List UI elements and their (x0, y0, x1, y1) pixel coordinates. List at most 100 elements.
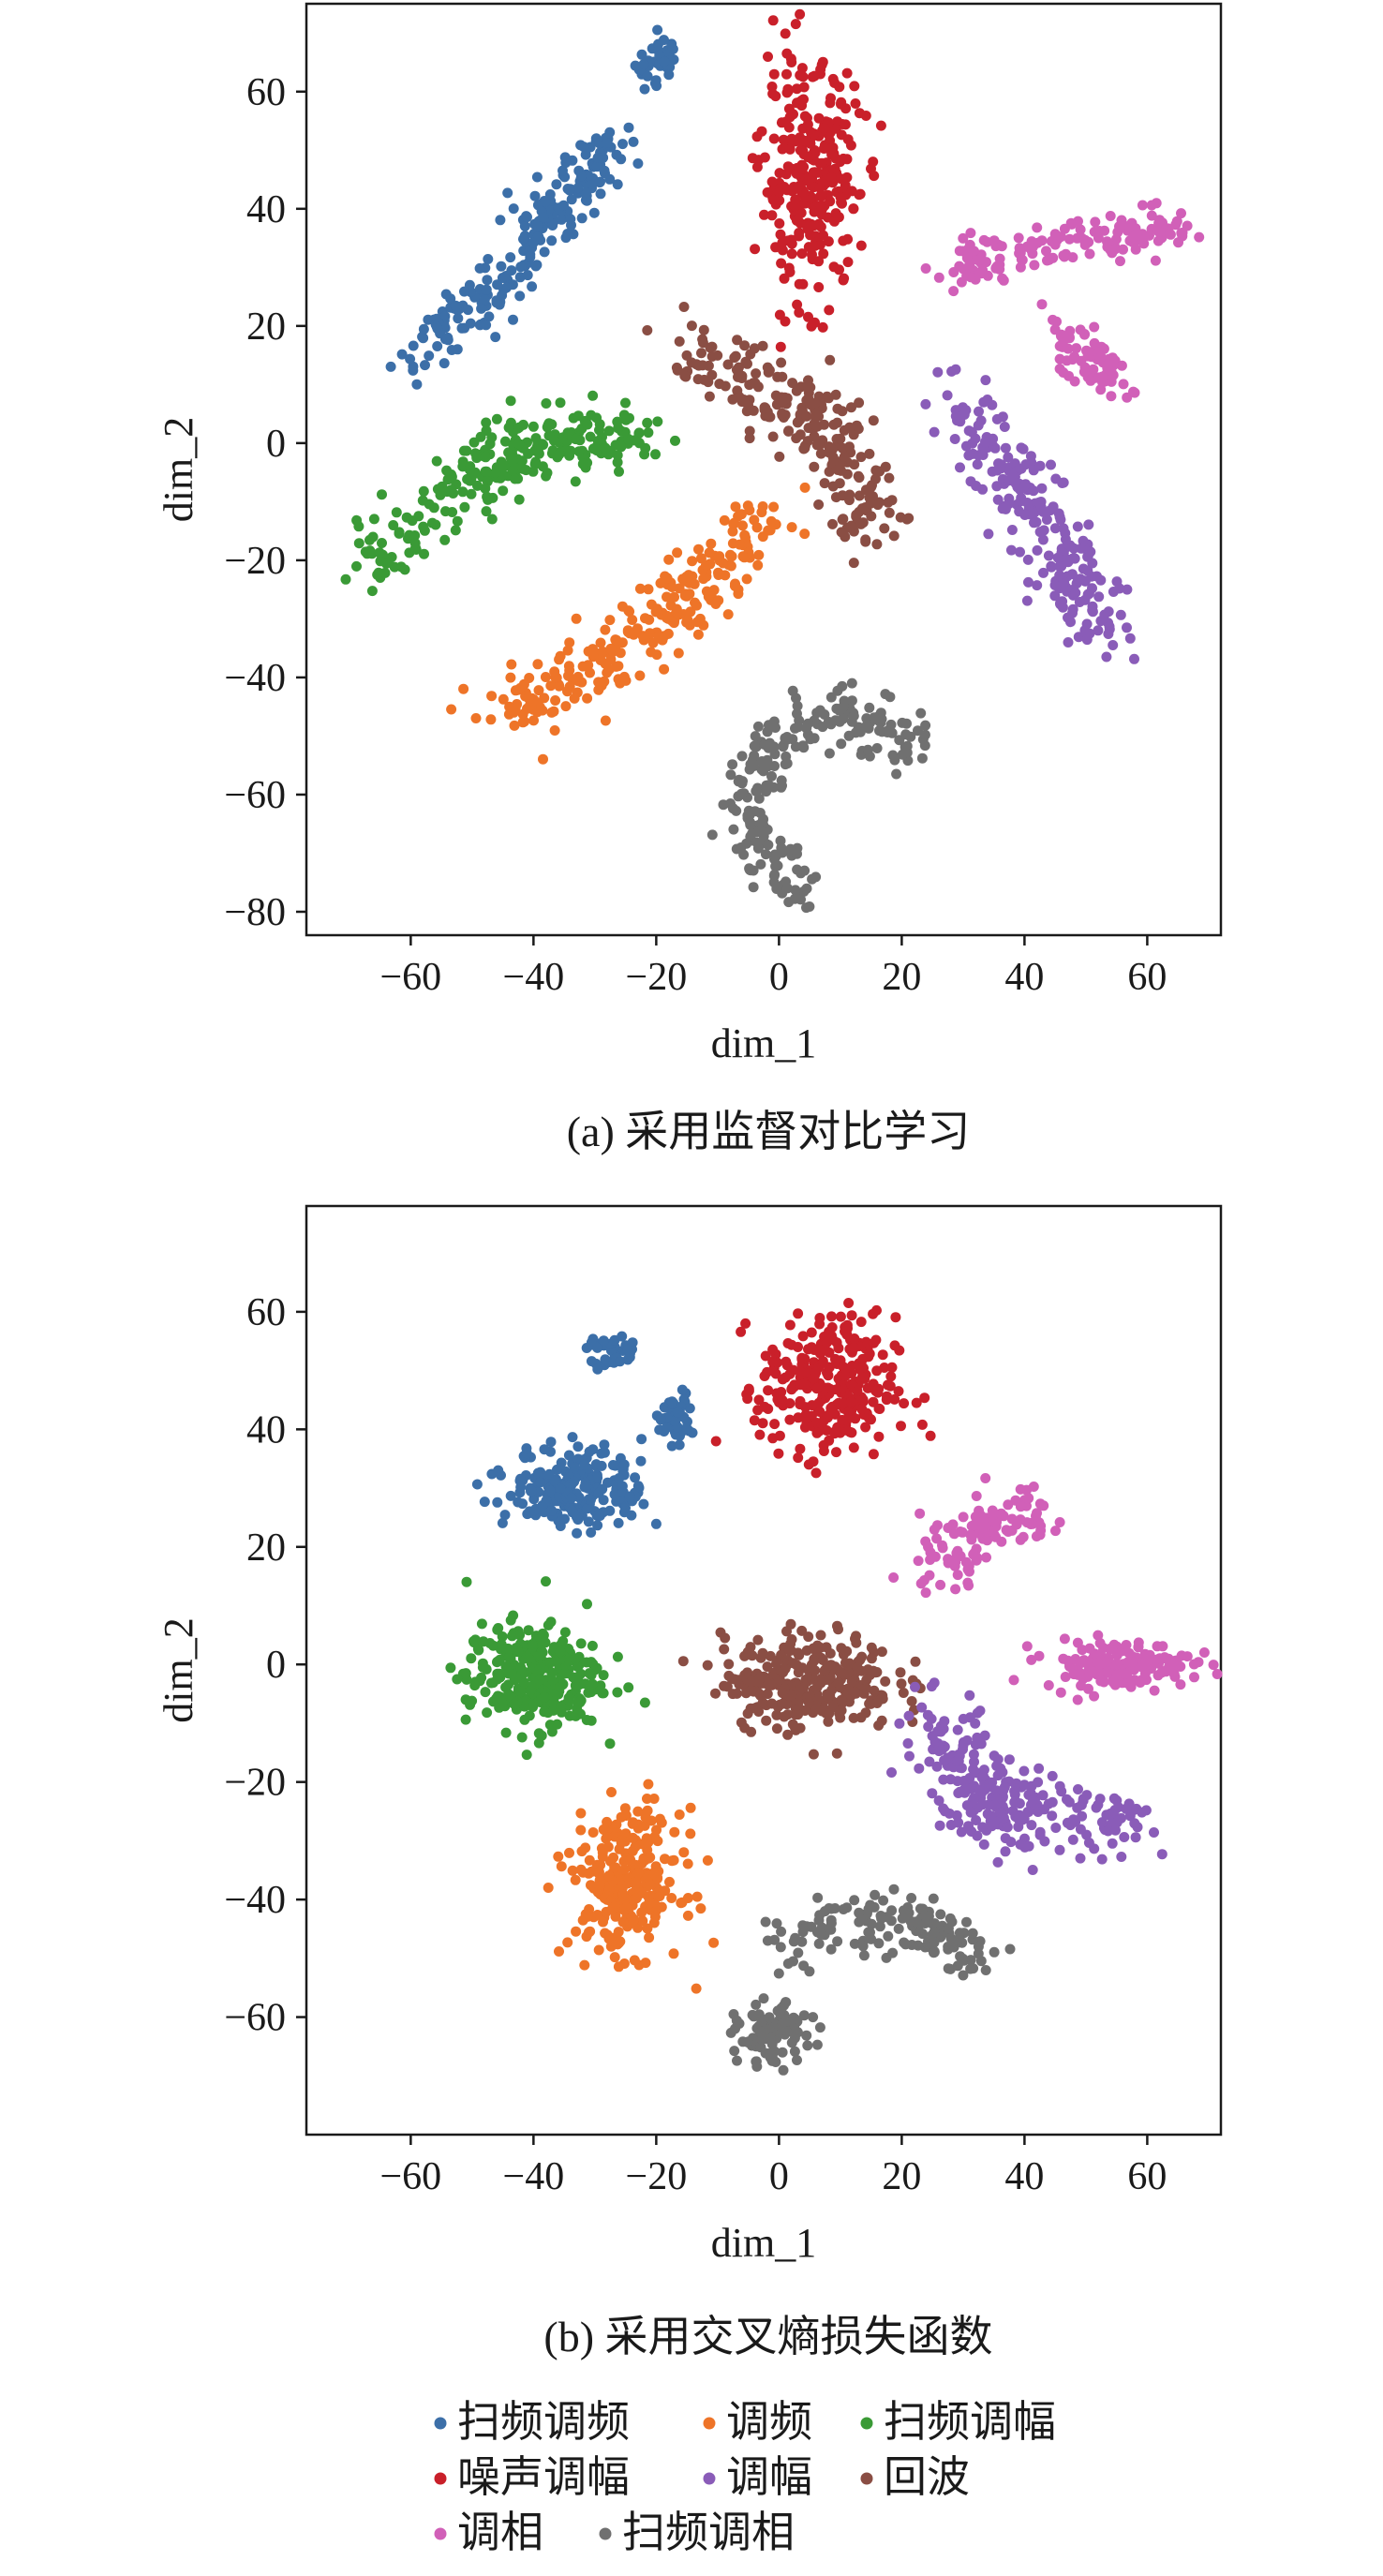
cluster-6 (340, 390, 680, 597)
data-point (774, 1430, 785, 1441)
data-point (924, 1756, 935, 1767)
data-point (572, 1527, 583, 1539)
data-point (599, 676, 610, 687)
data-point (556, 1701, 567, 1712)
data-point (748, 761, 759, 771)
data-point (775, 229, 786, 240)
data-point (582, 1599, 592, 1610)
data-point (591, 412, 602, 424)
data-point (1031, 516, 1042, 528)
data-point (849, 1938, 860, 1949)
data-point (681, 350, 692, 361)
data-point (727, 526, 738, 537)
data-point (906, 1893, 917, 1903)
data-point (556, 1457, 567, 1468)
data-point (1103, 1825, 1114, 1837)
data-point (906, 1940, 917, 1950)
data-point (808, 1749, 819, 1760)
data-point (719, 514, 730, 526)
data-point (511, 1646, 522, 1658)
data-point (587, 390, 599, 401)
data-point (576, 1846, 587, 1857)
data-point (849, 1333, 860, 1344)
data-point (950, 410, 961, 422)
x-axis-label: dim_1 (711, 1020, 816, 1066)
data-point (576, 213, 587, 224)
data-point (1114, 583, 1125, 594)
data-point (810, 317, 820, 328)
data-point (866, 511, 877, 522)
data-point (502, 187, 513, 199)
data-point (855, 1654, 866, 1665)
data-point (833, 1624, 843, 1635)
data-point (592, 1910, 603, 1920)
data-point (1041, 246, 1051, 257)
data-point (642, 325, 653, 335)
data-point (640, 442, 651, 454)
data-point (722, 609, 734, 620)
data-point (950, 364, 961, 375)
data-point (817, 1356, 828, 1367)
data-point (807, 249, 817, 261)
data-point (967, 1928, 978, 1939)
data-point (895, 512, 906, 523)
data-point (784, 143, 796, 155)
data-point (617, 1331, 628, 1342)
data-point (483, 494, 494, 505)
data-point (573, 183, 584, 194)
data-point (584, 1446, 595, 1457)
data-point (887, 1947, 899, 1958)
data-point (808, 1373, 819, 1384)
data-point (832, 403, 843, 414)
data-point (1069, 553, 1080, 564)
data-point (784, 1414, 796, 1425)
data-point (546, 1505, 558, 1516)
data-point (471, 1479, 483, 1490)
data-point (628, 136, 639, 147)
data-point (667, 43, 678, 54)
data-point (666, 1893, 677, 1903)
data-point (1029, 260, 1040, 271)
data-point (1124, 633, 1136, 644)
data-point (590, 442, 601, 454)
data-point (750, 806, 761, 817)
data-point (1028, 485, 1039, 497)
data-point (1102, 236, 1112, 247)
data-point (1046, 560, 1057, 572)
data-point (479, 1496, 490, 1508)
data-point (1013, 232, 1024, 244)
data-point (790, 1932, 801, 1943)
data-point (738, 552, 750, 563)
data-point (666, 1440, 677, 1452)
data-point (682, 1910, 693, 1921)
data-point (803, 387, 814, 398)
data-point (958, 1511, 969, 1523)
data-point (819, 123, 829, 134)
data-point (919, 740, 930, 752)
data-point (799, 135, 810, 146)
data-point (562, 1937, 573, 1948)
data-point (746, 1726, 757, 1737)
data-point (768, 133, 780, 144)
data-point (790, 741, 801, 752)
data-point (893, 1923, 904, 1934)
data-point (508, 203, 519, 215)
data-point (446, 704, 457, 715)
data-point (842, 233, 854, 245)
data-point (846, 1675, 857, 1687)
data-point (1095, 351, 1107, 363)
data-point (516, 1732, 528, 1743)
data-point (635, 1455, 647, 1467)
data-point (876, 713, 887, 724)
data-point (755, 858, 766, 870)
data-point (793, 1452, 804, 1464)
data-point (642, 417, 653, 428)
data-point (1121, 1640, 1132, 1650)
data-point (739, 340, 751, 351)
data-point (738, 849, 750, 860)
y-tick-label: 40 (246, 188, 286, 231)
data-point (787, 378, 798, 389)
data-point (507, 465, 518, 476)
data-point (609, 1862, 620, 1873)
y-tick-label: 60 (246, 71, 286, 114)
